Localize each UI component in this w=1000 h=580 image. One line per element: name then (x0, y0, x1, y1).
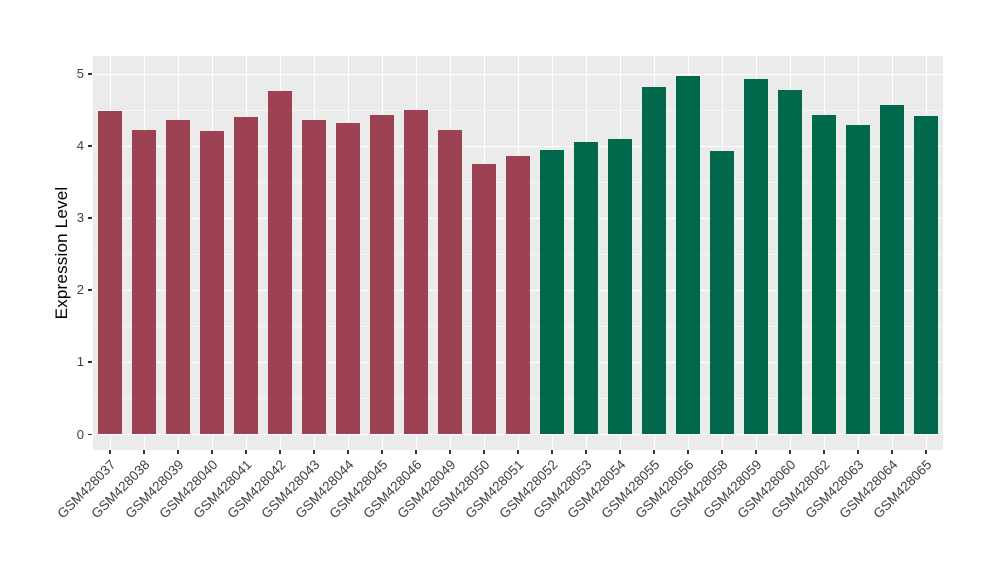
y-tick-mark (88, 217, 92, 219)
y-axis-title: Expression Level (52, 186, 71, 320)
bar-GSM428043 (302, 119, 326, 434)
bar-GSM428051 (506, 156, 530, 434)
bar-GSM428052 (540, 149, 564, 434)
x-tick-mark (925, 450, 927, 454)
y-tick-mark (88, 73, 92, 75)
bar-GSM428038 (132, 130, 156, 434)
x-tick-mark (347, 450, 349, 454)
bar-GSM428059 (744, 78, 768, 434)
bar-GSM428062 (812, 114, 836, 434)
bar-GSM428056 (676, 75, 700, 434)
bar-GSM428041 (234, 117, 258, 434)
x-tick-mark (823, 450, 825, 454)
bar-GSM428046 (404, 109, 428, 434)
x-tick-mark (551, 450, 553, 454)
bar-GSM428049 (438, 129, 462, 434)
x-tick-mark (891, 450, 893, 454)
y-tick-mark (88, 145, 92, 147)
bar-GSM428050 (472, 164, 496, 434)
y-tick-mark (88, 289, 92, 291)
x-tick-mark (313, 450, 315, 454)
x-tick-mark (721, 450, 723, 454)
y-tick-label: 3 (76, 210, 84, 226)
y-tick-mark (88, 433, 92, 435)
bar-GSM428058 (710, 151, 734, 434)
x-tick-mark (585, 450, 587, 454)
x-tick-mark (245, 450, 247, 454)
x-tick-mark (517, 450, 519, 454)
x-tick-mark (279, 450, 281, 454)
y-tick-label: 1 (76, 354, 84, 370)
bar-GSM428045 (370, 115, 394, 434)
x-tick-mark (857, 450, 859, 454)
bar-GSM428054 (608, 139, 632, 434)
x-tick-mark (653, 450, 655, 454)
x-tick-mark (789, 450, 791, 454)
x-tick-mark (211, 450, 213, 454)
y-tick-mark (88, 361, 92, 363)
y-tick-label: 0 (76, 426, 84, 442)
bar-GSM428037 (98, 110, 122, 434)
y-tick-label: 5 (76, 66, 84, 81)
x-tick-mark (415, 450, 417, 454)
x-tick-mark (109, 450, 111, 454)
bar-GSM428060 (778, 90, 802, 434)
bar-GSM428039 (166, 119, 190, 434)
x-tick-mark (483, 450, 485, 454)
bar-GSM428042 (268, 90, 292, 434)
x-tick-mark (449, 450, 451, 454)
x-tick-mark (755, 450, 757, 454)
x-tick-mark (381, 450, 383, 454)
plot-panel (93, 56, 943, 450)
x-tick-mark (177, 450, 179, 454)
x-tick-mark (687, 450, 689, 454)
x-tick-mark (143, 450, 145, 454)
bar-GSM428040 (200, 131, 224, 434)
bar-GSM428055 (642, 87, 666, 434)
y-tick-label: 4 (76, 138, 84, 154)
bar-GSM428063 (846, 125, 870, 434)
bar-GSM428053 (574, 141, 598, 434)
y-tick-label: 2 (76, 282, 84, 298)
bar-GSM428044 (336, 123, 360, 434)
bar-GSM428065 (914, 116, 938, 434)
bar-GSM428064 (880, 104, 904, 434)
x-tick-mark (619, 450, 621, 454)
